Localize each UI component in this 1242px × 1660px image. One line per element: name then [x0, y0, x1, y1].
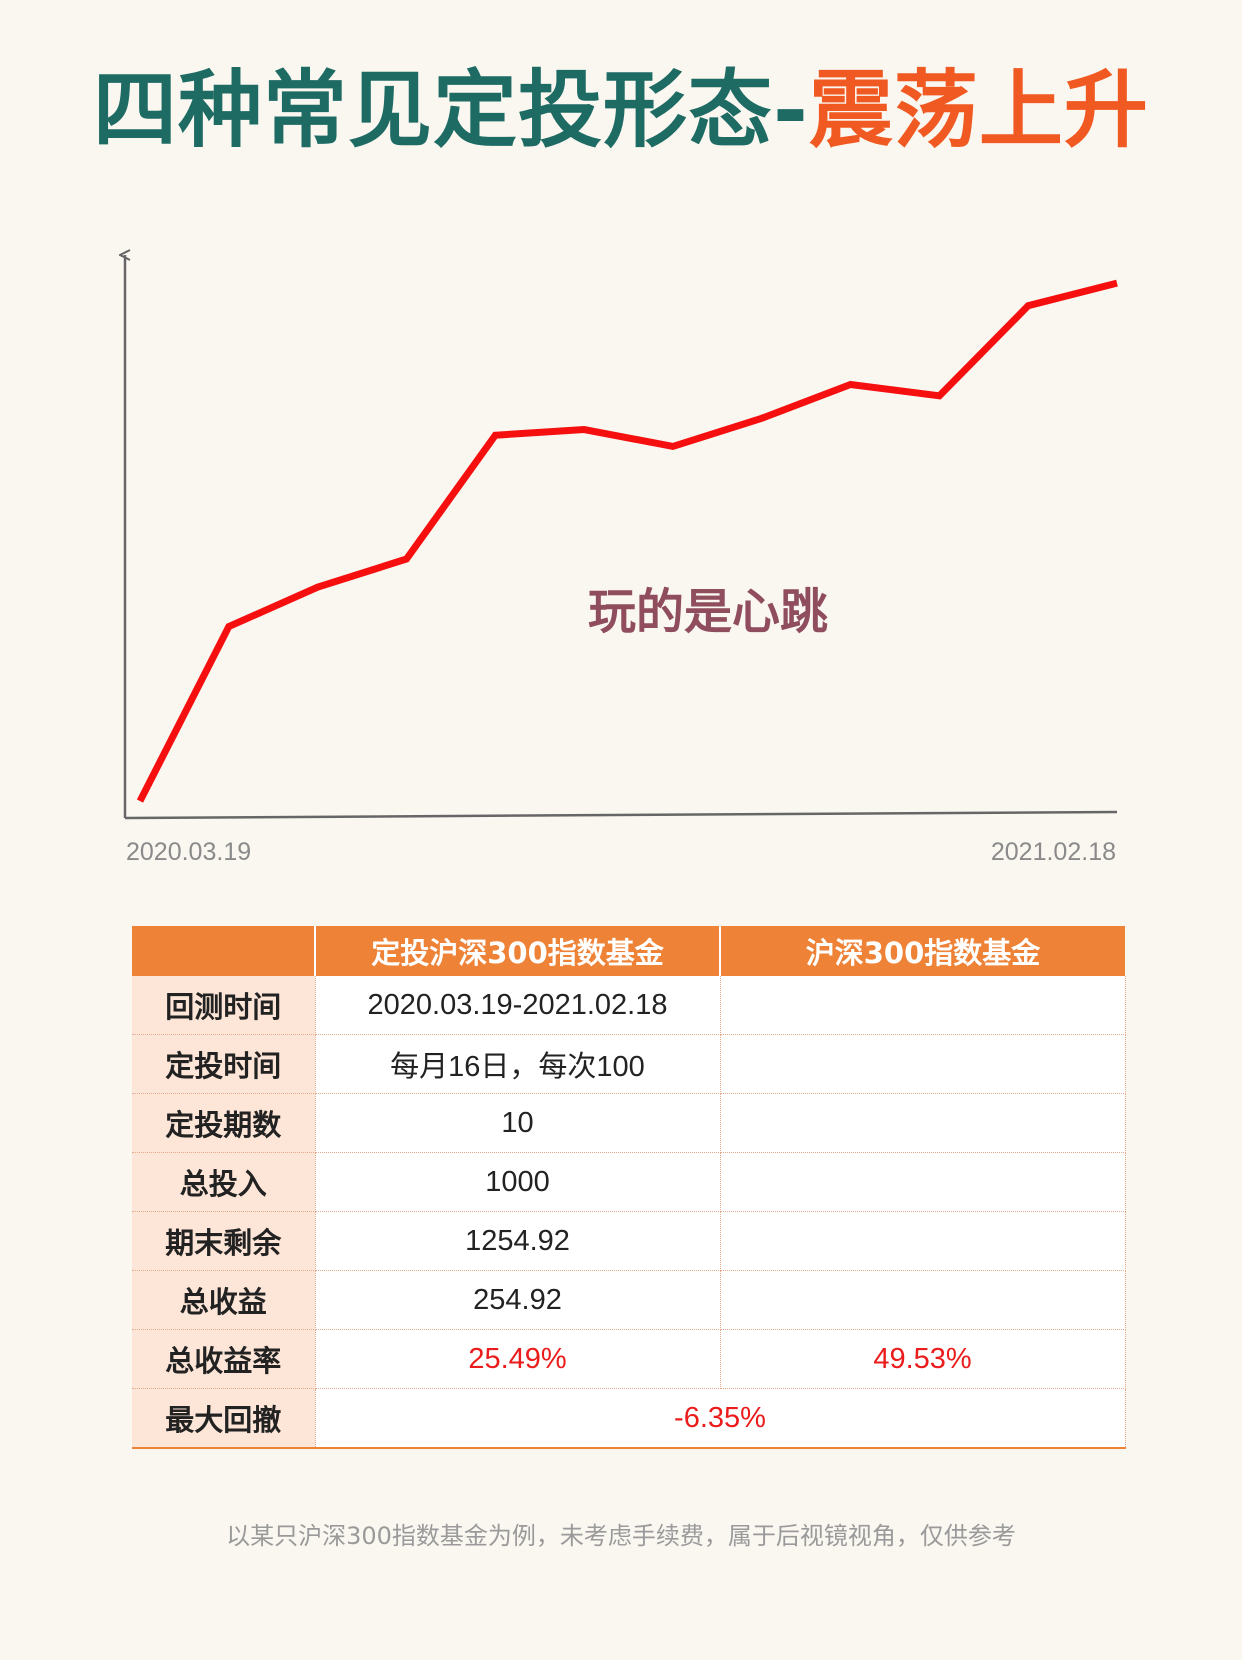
- table-row: 总收益率 25.49% 49.53%: [132, 1329, 1126, 1389]
- x-axis-start-label: 2020.03.19: [126, 838, 252, 866]
- table-row: 总收益 254.92: [132, 1270, 1126, 1330]
- line-chart: [0, 230, 1118, 820]
- cell-value: 2020.03.19-2021.02.18: [315, 976, 721, 1035]
- page-title: 四种常见定投形态-震荡上升: [0, 60, 1242, 160]
- comparison-table: 定投沪深300指数基金 沪深300指数基金 回测时间 2020.03.19-20…: [132, 926, 1126, 1449]
- cell-value: [720, 1034, 1126, 1094]
- chart-annotation: 玩的是心跳: [588, 584, 829, 640]
- table-row: 回测时间 2020.03.19-2021.02.18: [132, 976, 1126, 1035]
- row-label: 总收益率: [132, 1329, 316, 1389]
- cell-value: [720, 1093, 1126, 1153]
- table-row: 总投入 1000: [132, 1152, 1126, 1212]
- row-label: 回测时间: [132, 976, 316, 1035]
- cell-value: 1000: [315, 1152, 721, 1212]
- table-row: 定投时间 每月16日，每次100: [132, 1034, 1126, 1094]
- table-row: 期末剩余 1254.92: [132, 1211, 1126, 1271]
- title-main: 四种常见定投形态-: [93, 61, 809, 159]
- return-rate-fixed: 25.49%: [315, 1329, 721, 1389]
- row-label: 总收益: [132, 1270, 316, 1330]
- series-line-0: [136, 279, 1118, 803]
- cell-value: [720, 1152, 1126, 1212]
- table-row: 定投期数 10: [132, 1093, 1126, 1153]
- x-axis-end-label: 2021.02.18: [990, 838, 1116, 866]
- cell-value: 254.92: [315, 1270, 721, 1330]
- header-index-fund: 沪深300指数基金: [720, 926, 1125, 976]
- row-label: 最大回撤: [132, 1388, 316, 1449]
- row-label: 期末剩余: [132, 1211, 316, 1271]
- row-label: 总投入: [132, 1152, 316, 1212]
- header-empty: [132, 926, 316, 976]
- cell-value: 1254.92: [315, 1211, 721, 1271]
- row-label: 定投时间: [132, 1034, 316, 1094]
- title-accent: 震荡上升: [808, 61, 1149, 159]
- cell-value: 10: [315, 1093, 721, 1153]
- max-drawdown-value: -6.35%: [315, 1388, 1126, 1449]
- row-label: 定投期数: [132, 1093, 316, 1153]
- table-header-row: 定投沪深300指数基金 沪深300指数基金: [132, 926, 1125, 976]
- table-row: 最大回撤 -6.35%: [132, 1388, 1126, 1449]
- x-axis: [124, 810, 1118, 820]
- footnote: 以某只沪深300指数基金为例，未考虑手续费，属于后视镜视角，仅供参考: [226, 1522, 1016, 1550]
- cell-value: [720, 1270, 1126, 1330]
- cell-value: [720, 976, 1126, 1035]
- cell-value: 每月16日，每次100: [315, 1034, 721, 1094]
- cell-value: [720, 1211, 1126, 1271]
- return-rate-index: 49.53%: [720, 1329, 1126, 1389]
- header-fixed-investment: 定投沪深300指数基金: [315, 926, 721, 976]
